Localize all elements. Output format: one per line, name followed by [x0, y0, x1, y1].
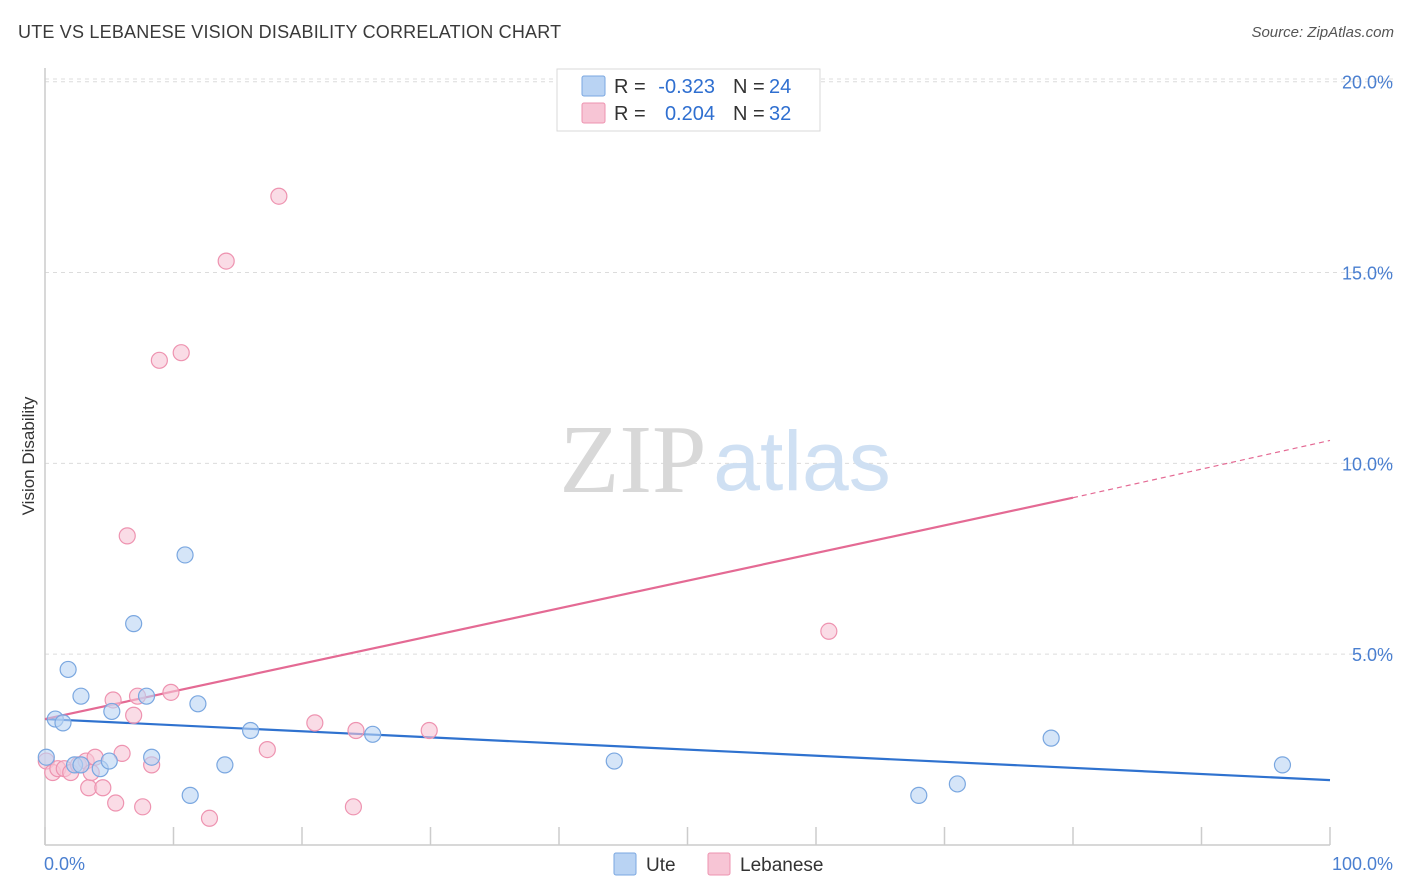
- legend-ute-r-label: R =: [614, 76, 651, 98]
- tick-labels: 0.0% 100.0% 5.0% 10.0% 15.0% 20.0%: [44, 73, 1393, 874]
- point-lebanese: [172, 344, 190, 362]
- point-ute: [137, 687, 156, 705]
- point-lebanese: [162, 683, 180, 701]
- legend-ute-r-value: -0.323: [658, 76, 715, 98]
- legend-leb-r-value: 0.204: [665, 103, 715, 125]
- y-tick-label: 10.0%: [1342, 454, 1393, 474]
- point-lebanese: [150, 351, 168, 369]
- point-ute: [54, 714, 72, 732]
- watermark-atlas: atlas: [713, 414, 890, 508]
- point-lebanese: [107, 794, 125, 812]
- stats-legend: R = -0.323 N = 24 R = 0.204 N = 32: [556, 68, 821, 132]
- point-ute: [125, 615, 143, 633]
- grid-lines: [45, 78, 1393, 655]
- point-ute: [37, 748, 55, 766]
- y-tick-label: 5.0%: [1352, 645, 1393, 665]
- point-ute: [948, 775, 966, 793]
- point-lebanese: [420, 721, 438, 740]
- y-tick-label: 15.0%: [1342, 264, 1393, 284]
- point-lebanese: [125, 706, 143, 724]
- watermark-zip: ZIP: [560, 406, 707, 514]
- point-ute: [103, 702, 121, 721]
- trend-line-ute: [44, 717, 1331, 782]
- point-ute: [72, 687, 90, 705]
- point-lebanese: [217, 252, 235, 270]
- watermark: ZIP atlas: [560, 406, 891, 514]
- legend-ute-n-label: N =: [733, 76, 770, 98]
- trend-lines: [44, 439, 1331, 782]
- point-ute: [910, 786, 928, 804]
- point-ute: [242, 721, 260, 740]
- point-ute: [1273, 756, 1292, 774]
- legend-leb-n-value: 32: [769, 103, 791, 125]
- point-lebanese: [344, 798, 362, 816]
- source-label: Source: ZipAtlas.com: [1251, 24, 1394, 41]
- point-ute: [176, 546, 194, 564]
- point-ute: [1042, 729, 1060, 747]
- point-ute: [605, 752, 623, 770]
- point-ute: [181, 786, 199, 804]
- point-ute: [143, 748, 161, 766]
- y-axis-title: Vision Disability: [19, 396, 38, 515]
- axes: [44, 68, 1331, 846]
- point-lebanese: [118, 527, 136, 545]
- point-lebanese: [200, 809, 219, 827]
- legend-ute-n-value: 24: [769, 76, 791, 98]
- point-lebanese: [306, 714, 324, 732]
- point-lebanese: [94, 779, 112, 797]
- point-lebanese: [820, 622, 838, 640]
- legend-leb-r-label: R =: [614, 103, 651, 125]
- bottom-legend-label-ute: Ute: [646, 855, 676, 876]
- legend-swatch-ute: [581, 75, 606, 97]
- point-lebanese: [270, 187, 288, 205]
- bottom-legend-swatch-ute: [613, 852, 637, 876]
- point-ute: [189, 695, 207, 713]
- y-tick-label: 20.0%: [1342, 73, 1393, 93]
- legend-swatch-lebanese: [581, 102, 606, 124]
- point-lebanese: [258, 740, 276, 759]
- legend-leb-n-label: N =: [733, 103, 770, 125]
- bottom-legend-swatch-lebanese: [707, 852, 731, 876]
- point-lebanese: [347, 721, 365, 740]
- trend-line-lebanese-extrapolated: [1072, 439, 1331, 499]
- data-points: [37, 187, 1292, 827]
- chart-title: UTE VS LEBANESE VISION DISABILITY CORREL…: [18, 22, 562, 42]
- x-tick-label-max: 100.0%: [1332, 854, 1393, 874]
- point-ute: [216, 756, 234, 774]
- bottom-legend-label-lebanese: Lebanese: [740, 855, 823, 876]
- x-tick-label-min: 0.0%: [44, 854, 85, 874]
- point-ute: [100, 752, 118, 770]
- point-lebanese: [113, 744, 131, 763]
- point-ute: [59, 660, 77, 679]
- point-lebanese: [134, 798, 152, 816]
- series-legend: Ute Lebanese: [613, 852, 823, 876]
- point-ute: [72, 756, 90, 774]
- point-ute: [364, 725, 382, 743]
- trend-line-lebanese: [44, 496, 1074, 721]
